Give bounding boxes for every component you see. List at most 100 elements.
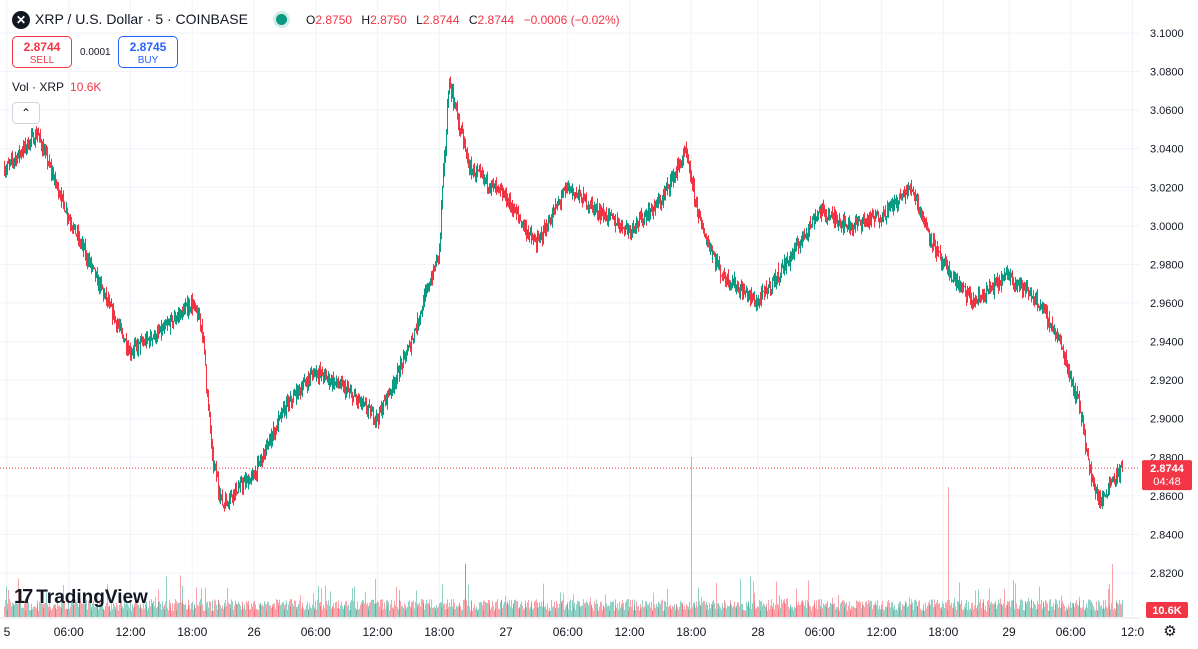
candle-body xyxy=(604,214,605,219)
volume-bar xyxy=(396,586,397,617)
candle-body xyxy=(573,191,574,193)
volume-bar xyxy=(291,599,292,617)
candle-body xyxy=(301,389,302,394)
tradingview-logo[interactable]: 17 TradingView xyxy=(14,586,148,610)
candle-body xyxy=(945,260,946,264)
volume-bar xyxy=(741,603,742,617)
candle-body xyxy=(937,247,938,255)
sell-button[interactable]: 2.8744 SELL xyxy=(12,36,72,68)
candle-body xyxy=(719,263,720,268)
volume-bar xyxy=(574,603,575,617)
candle-body xyxy=(463,132,464,143)
volume-legend[interactable]: Vol · XRP 10.6K xyxy=(12,80,101,94)
candle-body xyxy=(147,335,148,340)
volume-bar xyxy=(767,610,768,617)
volume-bar xyxy=(642,599,643,617)
candle-body xyxy=(981,296,982,298)
volume-bar xyxy=(203,610,204,617)
candle-body xyxy=(739,292,740,294)
volume-bar xyxy=(1036,609,1037,617)
volume-bar xyxy=(1025,601,1026,617)
spread-value: 0.0001 xyxy=(80,47,111,58)
volume-bar xyxy=(830,602,831,617)
volume-bar xyxy=(1008,602,1009,617)
volume-bar xyxy=(438,606,439,617)
volume-bar xyxy=(412,602,413,617)
chevron-up-icon[interactable]: ⌃ xyxy=(12,102,40,124)
candle-body xyxy=(410,343,411,350)
candle-body xyxy=(630,229,631,235)
volume-bar xyxy=(79,602,80,617)
volume-bar xyxy=(987,600,988,617)
time-tick-label: 12:00 xyxy=(115,625,145,639)
volume-bar xyxy=(809,605,810,617)
buy-button[interactable]: 2.8745 BUY xyxy=(118,36,178,68)
symbol-title[interactable]: XRP / U.S. Dollar · 5 · COINBASE xyxy=(35,11,248,27)
candle-body xyxy=(195,306,196,308)
candle-body xyxy=(60,195,61,198)
volume-bar xyxy=(790,606,791,617)
volume-bar xyxy=(519,606,520,617)
candle-body xyxy=(957,280,958,286)
candle-body xyxy=(794,246,795,255)
volume-bar xyxy=(837,607,838,617)
candle-body xyxy=(888,207,889,216)
volume-bar xyxy=(382,599,383,617)
volume-bar xyxy=(654,604,655,617)
volume-bar xyxy=(781,599,782,617)
volume-bar xyxy=(936,602,937,617)
candle-body xyxy=(336,378,337,383)
candle-body xyxy=(186,302,187,306)
volume-bar xyxy=(328,600,329,617)
candle-body xyxy=(460,129,461,132)
candle-body xyxy=(1002,277,1003,285)
volume-bar xyxy=(393,607,394,617)
volume-bar xyxy=(484,601,485,617)
volume-bar xyxy=(344,604,345,617)
volume-bar xyxy=(102,603,103,617)
candle-body xyxy=(18,150,19,156)
volume-bar xyxy=(854,607,855,617)
candle-body xyxy=(496,184,497,188)
candle-body xyxy=(295,392,296,395)
volume-bar xyxy=(366,604,367,617)
candle-body xyxy=(965,286,966,289)
candle-body xyxy=(682,159,683,161)
candle-body xyxy=(1017,280,1018,286)
volume-bar xyxy=(634,599,635,617)
candle-body xyxy=(852,223,853,230)
candle-body xyxy=(846,223,847,228)
candle-body xyxy=(928,229,929,233)
volume-bar xyxy=(771,599,772,617)
candle-body xyxy=(188,309,189,313)
volume-bar xyxy=(1021,599,1022,617)
volume-bar xyxy=(851,605,852,617)
gear-icon[interactable]: ⚙ xyxy=(1163,623,1177,640)
volume-bar xyxy=(934,599,935,617)
volume-bar xyxy=(143,603,144,617)
volume-bar xyxy=(411,601,412,617)
candle-body xyxy=(933,238,934,246)
volume-bar xyxy=(158,602,159,617)
volume-bar xyxy=(939,603,940,617)
volume-bar xyxy=(4,606,5,617)
candle-body xyxy=(796,243,797,250)
volume-bar xyxy=(407,606,408,617)
candle-body xyxy=(240,481,241,487)
volume-bar xyxy=(844,601,845,617)
volume-bar xyxy=(167,608,168,617)
candle-body xyxy=(1081,413,1082,419)
volume-bar xyxy=(810,606,811,617)
volume-bar xyxy=(344,605,345,617)
volume-bar xyxy=(300,595,301,617)
volume-bar xyxy=(515,599,516,617)
candle-body xyxy=(994,281,995,293)
volume-bar xyxy=(786,599,787,617)
volume-bar xyxy=(752,603,753,617)
candle-body xyxy=(519,218,520,221)
volume-bar xyxy=(498,608,499,617)
volume-bar xyxy=(856,607,857,617)
volume-bar xyxy=(808,602,809,617)
candle-body xyxy=(823,207,824,211)
